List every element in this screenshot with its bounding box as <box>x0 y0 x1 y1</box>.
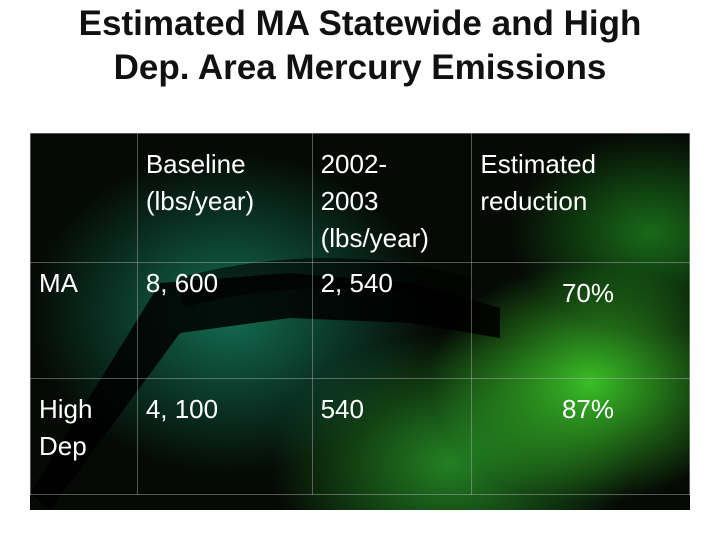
header-cell: 2002- 2003 (lbs/year) <box>311 133 473 263</box>
row-label: High Dep <box>30 378 138 495</box>
header-line: 2003 <box>320 186 379 216</box>
header-cell: Baseline (lbs/year) <box>136 133 313 263</box>
header-line: 2002- <box>320 149 388 179</box>
header-line: Estimated <box>480 149 596 179</box>
data-cell: 8, 600 <box>136 262 313 379</box>
data-cell: 87% <box>471 378 690 495</box>
header-line: (lbs/year) <box>320 223 429 253</box>
header-line: Baseline <box>145 149 246 179</box>
table-panel: Baseline (lbs/year) 2002- 2003 (lbs/year) Est… <box>30 133 690 510</box>
data-row: High Dep 4, 100 540 87% <box>30 378 690 495</box>
header-row: Baseline (lbs/year) 2002- 2003 (lbs/year) Est… <box>30 133 690 263</box>
data-cell: 540 <box>311 378 473 495</box>
slide-title: Estimated MA Statewide and High Dep. Are… <box>78 4 642 87</box>
header-cell: Estimated reduction <box>471 133 690 263</box>
header-cell <box>30 133 138 263</box>
row-label: MA <box>30 262 138 379</box>
header-line: (lbs/year) <box>145 186 255 216</box>
emissions-table: Baseline (lbs/year) 2002- 2003 (lbs/year) Est… <box>30 133 690 495</box>
data-row: MA 8, 600 2, 540 70% <box>30 262 690 379</box>
data-cell: 4, 100 <box>136 378 313 495</box>
data-cell: 70% <box>471 262 690 379</box>
data-cell: 2, 540 <box>311 262 473 379</box>
header-line: reduction <box>480 186 588 216</box>
